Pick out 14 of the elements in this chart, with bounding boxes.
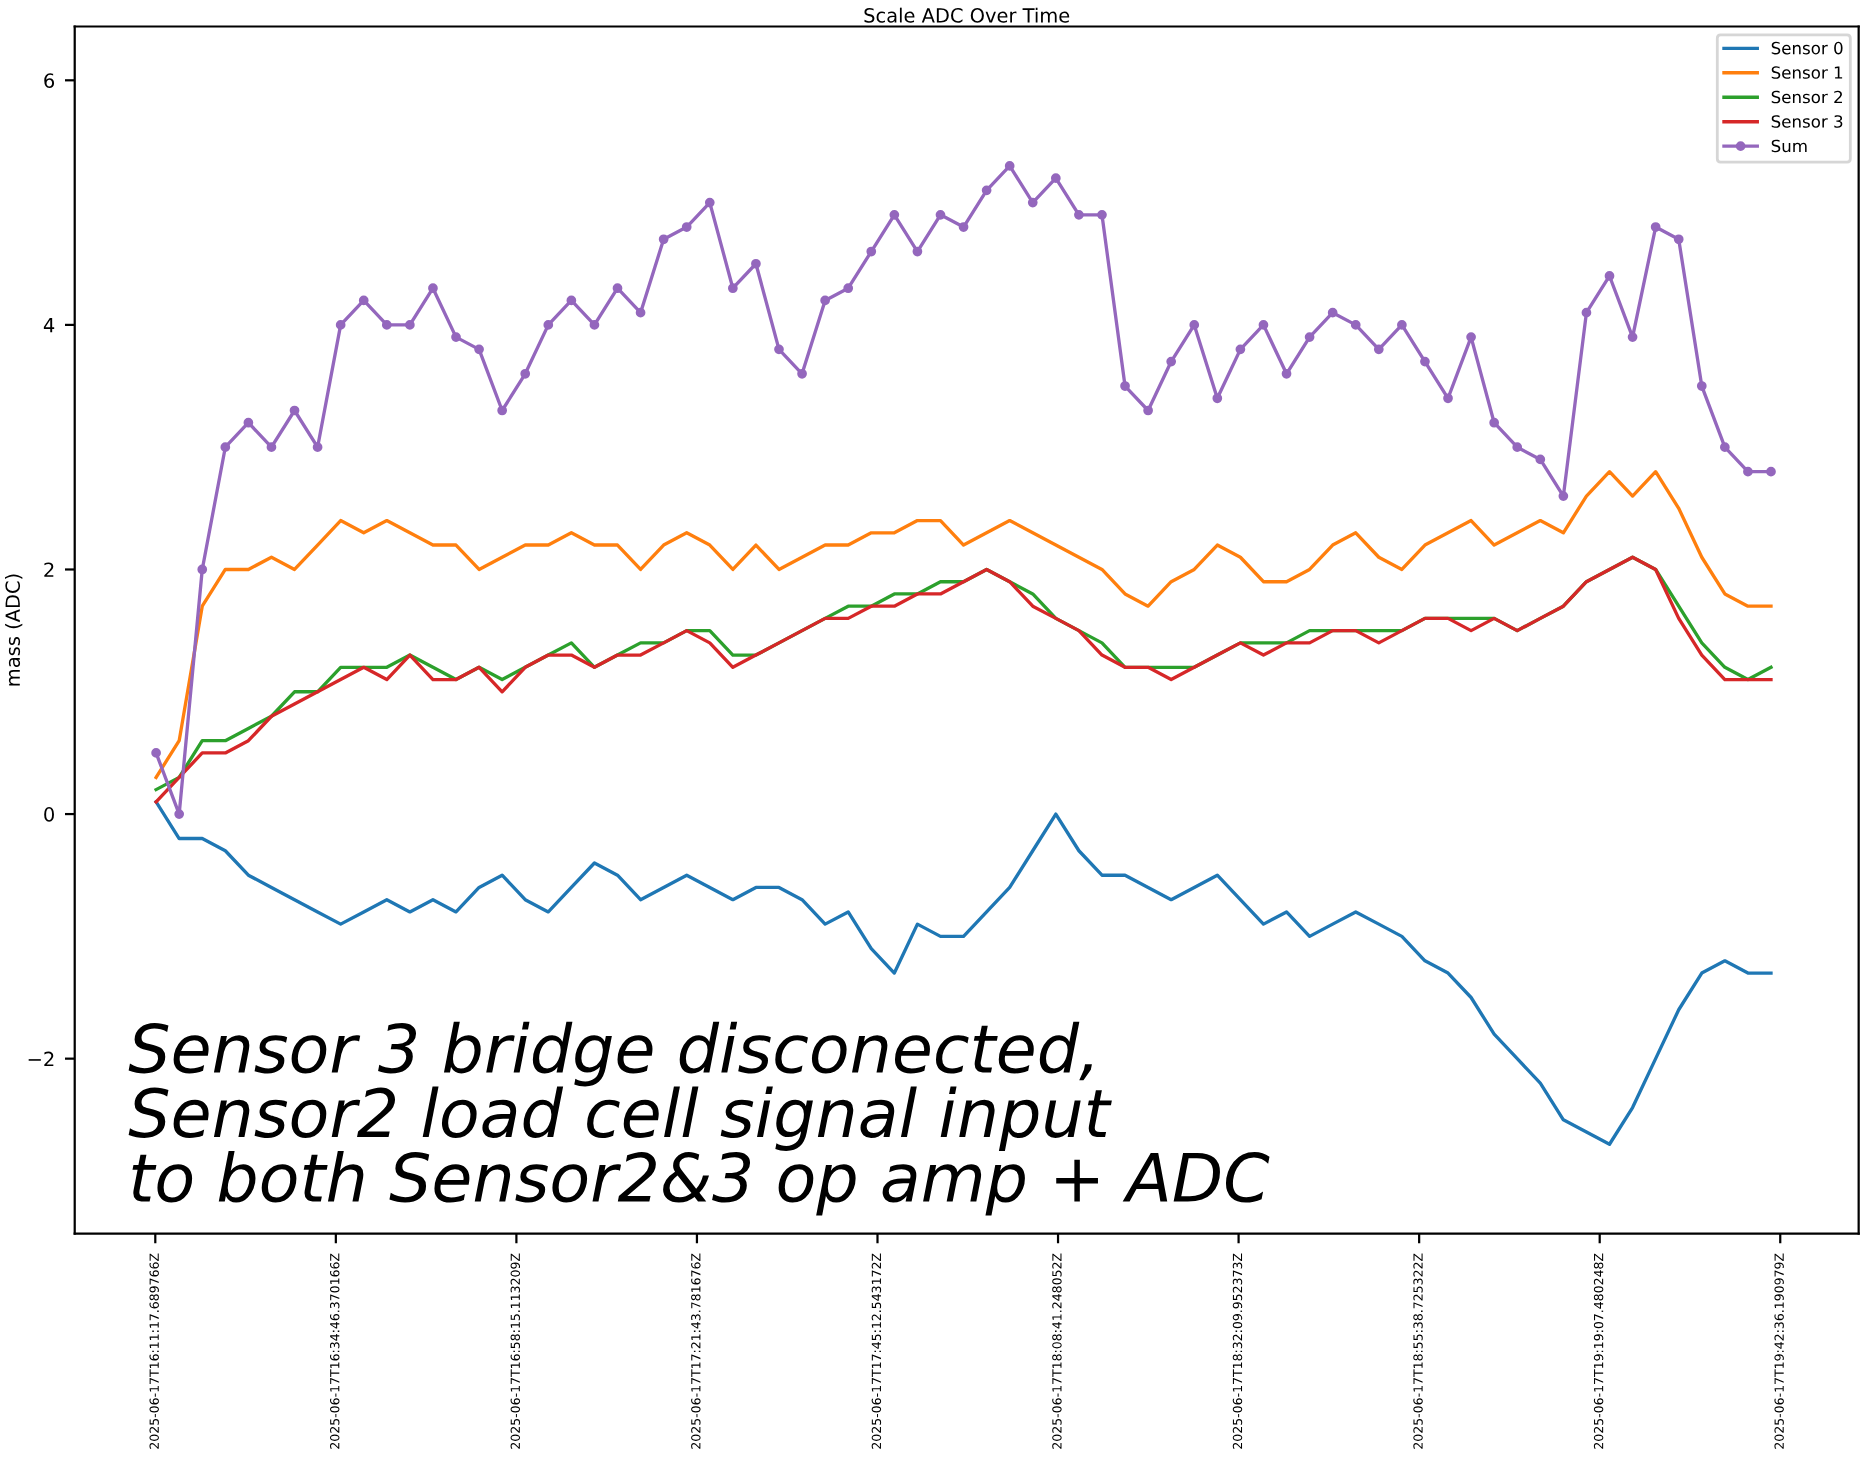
- y-tick-label: −2: [28, 1051, 54, 1067]
- line-series: [154, 469, 1773, 780]
- legend-label: Sensor 3: [1771, 115, 1843, 128]
- y-tick-label: 4: [43, 318, 55, 333]
- y-tick-label: 0: [44, 807, 54, 822]
- legend-label: Sensor 0: [1771, 41, 1843, 55]
- legend-label: Sensor 1: [1771, 66, 1843, 79]
- legend-label: Sensor 2: [1771, 90, 1842, 104]
- y-tick-label: 2: [44, 562, 54, 577]
- y-axis-title: mass (ADC): [5, 574, 23, 686]
- legend-label: Sum: [1771, 139, 1807, 153]
- y-tick-label: 6: [44, 73, 55, 88]
- annotation: Sensor 3 bridge disconected, Sensor2 load cell signal input to both Sensor2&3 op amp + ADC: [128, 1021, 1270, 1216]
- chart-title: Scale ADC Over Time: [864, 7, 1070, 23]
